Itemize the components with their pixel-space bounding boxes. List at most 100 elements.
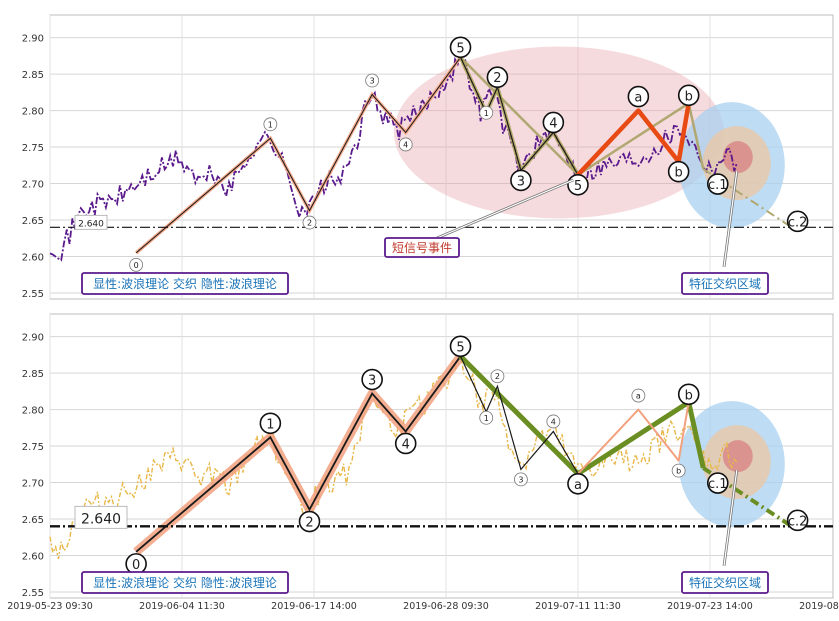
- feature-zone-box: [681, 571, 769, 594]
- feature-zone-core: [722, 440, 753, 473]
- panel-top: 2.55 2.60 2.65 2.70 2.75 2.80 2.85 2.90 2.640 0 1 2…: [22, 14, 834, 300]
- legend-box: [81, 272, 289, 295]
- reference-label: 2.640: [81, 511, 121, 527]
- wave-label-circle: [129, 257, 144, 272]
- wave-label-circle: [449, 335, 472, 358]
- wave-label-c1: c.1: [708, 477, 728, 492]
- signal-event-arrow-inner: [436, 179, 574, 239]
- wave-label-circle: [627, 85, 650, 108]
- legend-box: [81, 571, 289, 594]
- feature-zone-core: [722, 141, 753, 174]
- wave-label-circle: [706, 472, 729, 494]
- feature-zone-arrow-inner: [723, 171, 738, 268]
- y-tick-label: 2.60: [22, 253, 44, 264]
- hidden-wave-line: [458, 354, 706, 477]
- wave-label-circle: [677, 383, 700, 406]
- reference-label-box: [74, 214, 108, 230]
- x-tick-label: 2019-05-23 09:30: [7, 601, 93, 612]
- wave-label-c1: c.1: [708, 178, 728, 193]
- wave-label-circle: [667, 160, 690, 183]
- wave-label-2: 2: [307, 219, 312, 228]
- x-tick-label: 2019-08-05 10:00: [799, 601, 839, 612]
- price-series: [49, 53, 738, 262]
- wave-label-circle: [486, 66, 509, 89]
- y-tick-label: 2.85: [22, 369, 44, 380]
- wave-label-circle: [302, 215, 317, 230]
- signal-event-box: [384, 237, 460, 258]
- legend-text: 显性:波浪理论 交织 隐性:波浪理论: [93, 575, 277, 590]
- wave-label-circle: [786, 509, 809, 532]
- wave-label-a: a: [636, 392, 641, 401]
- wave-label-circle: [786, 210, 809, 233]
- wave-label-circle: [263, 117, 278, 132]
- wave-label-circle: [514, 472, 528, 487]
- impulse-wave-line: [135, 57, 461, 254]
- wave-label-circle: [298, 510, 321, 533]
- y-tick-label: 2.75: [22, 143, 44, 154]
- y-tick-label: 2.70: [22, 479, 44, 490]
- wave-label-circle: [567, 472, 589, 495]
- wave-label-circle: [259, 412, 282, 435]
- wave-label-circle: [706, 173, 729, 195]
- wave-label-0: 0: [134, 261, 139, 270]
- y-tick-label: 2.90: [22, 333, 44, 344]
- wave-label-1: 1: [266, 417, 274, 432]
- signal-ellipse: [393, 46, 724, 219]
- wave-label-3: 3: [370, 77, 375, 86]
- wave-label-circle: [449, 36, 472, 59]
- wave-label-b: b: [685, 89, 693, 104]
- correction-wave-line: [577, 402, 690, 475]
- y-tick-label: 2.55: [22, 289, 44, 300]
- hidden-wave-projection: [702, 168, 793, 229]
- wave-label-c2: c.2: [788, 215, 808, 230]
- subwave-line: [459, 57, 579, 176]
- x-tick-label: 2019-07-23 14:00: [667, 601, 753, 612]
- wave-label-5: 5: [456, 41, 464, 56]
- feature-zone-box: [681, 272, 769, 295]
- wave-label-1: 1: [268, 120, 273, 129]
- wave-label-b: b: [685, 388, 693, 403]
- y-tick-label: 2.75: [22, 442, 44, 453]
- x-tick-label: 2019-06-04 11:30: [139, 601, 225, 612]
- hidden-wave-line: [459, 56, 705, 177]
- subwave-line: [459, 356, 579, 475]
- wave-label-a: a: [574, 478, 582, 493]
- wave-label-b: b: [676, 467, 681, 476]
- wave-label-c2: c.2: [788, 514, 808, 529]
- wave-label-circle: [479, 105, 494, 120]
- feature-zone-arrow-inner: [723, 470, 738, 567]
- wave-label-b: b: [675, 166, 683, 181]
- y-tick-label: 2.55: [22, 588, 44, 599]
- wave-label-circle: [546, 414, 561, 429]
- wave-label-4: 4: [551, 417, 556, 426]
- wave-label-circle: [542, 111, 565, 134]
- wave-label-2: 2: [305, 516, 313, 531]
- wave-label-circle: [361, 368, 383, 391]
- wave-label-circle: [365, 73, 380, 88]
- panel-bottom: 2.55 2.60 2.65 2.70 2.75 2.80 2.85 2.90 2.640 0 1 2…: [22, 313, 834, 599]
- y-tick-label: 2.65: [22, 515, 44, 526]
- wave-label-circle: [490, 369, 505, 384]
- wave-label-5: 5: [574, 179, 582, 194]
- wave-label-circle: [671, 463, 686, 478]
- wave-label-0: 0: [132, 558, 140, 573]
- wave-label-2: 2: [493, 71, 501, 86]
- price-series: [49, 349, 738, 560]
- y-tick-label: 2.60: [22, 552, 44, 563]
- y-tick-label: 2.85: [22, 70, 44, 81]
- wave-label-3: 3: [368, 374, 376, 389]
- feature-zone-text: 特征交织区域: [689, 276, 761, 291]
- wave-label-2: 2: [495, 372, 500, 381]
- wave-label-1: 1: [484, 109, 489, 118]
- wave-label-3: 3: [518, 475, 523, 484]
- wave-label-circle: [631, 388, 646, 403]
- y-tick-label: 2.80: [22, 107, 44, 118]
- reference-label: 2.640: [78, 219, 104, 229]
- y-tick-label: 2.65: [22, 216, 44, 227]
- legend-text: 显性:波浪理论 交织 隐性:波浪理论: [93, 276, 277, 291]
- wave-label-4: 4: [402, 437, 410, 452]
- signal-event-text: 短信号事件: [392, 241, 452, 255]
- y-tick-label: 2.80: [22, 406, 44, 417]
- x-tick-label: 2019-06-17 14:00: [271, 601, 357, 612]
- wave-label-circle: [510, 169, 532, 192]
